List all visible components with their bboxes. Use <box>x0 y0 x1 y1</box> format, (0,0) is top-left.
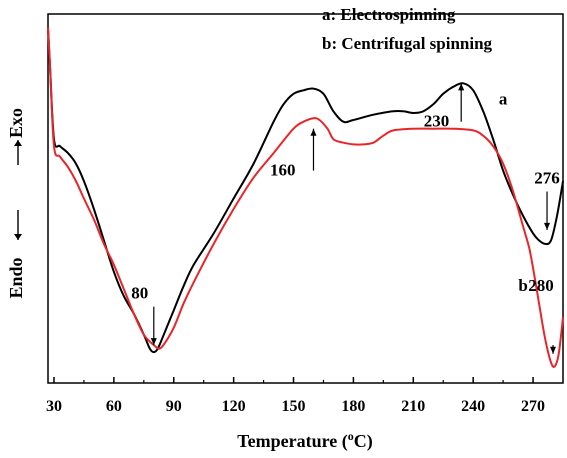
annotation-arrow-head <box>544 222 551 230</box>
x-tick-label: 150 <box>282 398 306 415</box>
annotation-label: 160 <box>270 161 296 180</box>
annotation-label: 80 <box>131 284 148 303</box>
annotation-label: 280 <box>528 276 554 295</box>
x-tick-label: 60 <box>106 398 122 415</box>
y-axis-title-endo: Endo <box>6 257 26 298</box>
x-ticks: 30 60 90 120 150 180 210 240 270 <box>46 377 545 415</box>
series-layer <box>47 27 564 368</box>
annotation-arrow-head <box>458 83 465 91</box>
axes-frame <box>47 13 564 384</box>
annotation-arrow-head <box>550 346 557 354</box>
series-label-a: a <box>499 89 508 108</box>
x-tick-label: 180 <box>341 398 365 415</box>
y-direction-arrow-head <box>14 234 22 240</box>
annotation-arrow-head <box>150 338 157 346</box>
series-label-b: b <box>518 276 527 295</box>
x-axis-title: Temperature (oC) <box>237 429 372 452</box>
series-line-a <box>47 27 564 354</box>
x-tick-label: 210 <box>401 398 425 415</box>
y-axis-title-exo: Exo <box>6 108 26 138</box>
y-direction-arrow-head <box>14 140 22 146</box>
annotations: 80 160 230 276 280 a b <box>131 83 560 354</box>
plot-area <box>47 13 564 384</box>
annotation-label: 276 <box>534 169 560 188</box>
x-tick-label: 270 <box>521 398 545 415</box>
annotation-arrow-head <box>310 128 317 136</box>
y-axis-direction-arrows <box>14 140 22 240</box>
x-tick-label: 240 <box>461 398 485 415</box>
legend-entry-a: a: Electrospinning <box>322 5 456 24</box>
x-tick-label: 120 <box>222 398 246 415</box>
x-tick-label: 30 <box>46 398 62 415</box>
series-line-b <box>47 27 564 368</box>
x-tick-label: 90 <box>166 398 182 415</box>
legend-entry-b: b: Centrifugal spinning <box>322 34 493 53</box>
annotation-label: 230 <box>424 112 450 131</box>
